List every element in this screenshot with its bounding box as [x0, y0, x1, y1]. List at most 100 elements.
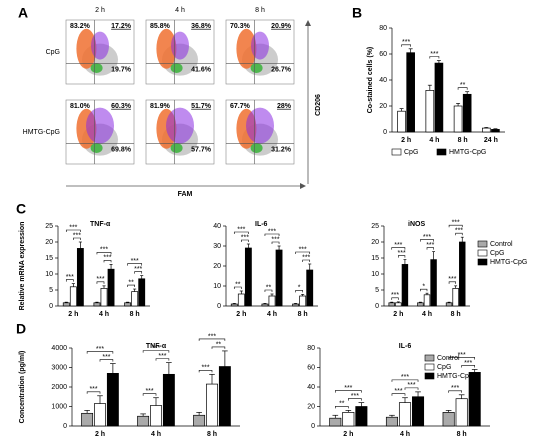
y-tick-label: 40	[379, 77, 387, 84]
bar	[417, 302, 424, 307]
sig-bracket	[211, 346, 226, 349]
scatter-blob	[250, 143, 263, 153]
bar	[93, 302, 101, 307]
bar	[453, 105, 463, 133]
panel-label: B	[352, 5, 362, 21]
sig-bracket	[65, 279, 74, 282]
sig-bracket	[271, 241, 280, 244]
error-bar	[345, 410, 352, 413]
x-tick-label: 4 h	[99, 311, 109, 318]
sig-bracket	[448, 281, 456, 284]
sig-bracket	[457, 87, 468, 90]
sig-label: ***	[448, 276, 456, 283]
percent-label: 70.3%	[230, 23, 251, 30]
sig-bracket	[398, 255, 406, 258]
legend-swatch	[391, 148, 402, 156]
error-bar	[484, 127, 489, 129]
sig-bracket	[142, 393, 157, 396]
sig-label: ***	[464, 360, 472, 367]
error-bar	[460, 236, 464, 242]
sig-bracket	[295, 290, 303, 293]
bar	[299, 295, 307, 307]
sig-label: ***	[451, 385, 459, 392]
sig-bracket	[401, 44, 411, 47]
x-tick-label: 4 h	[422, 311, 432, 318]
sig-bracket	[264, 233, 280, 236]
error-bar	[390, 301, 394, 303]
x-tick-label: 4 h	[400, 431, 410, 438]
sig-label: ***	[237, 226, 245, 233]
sig-label: ***	[458, 352, 466, 359]
scatter-blob	[86, 107, 114, 144]
scatter-blob	[156, 28, 177, 69]
sig-bracket	[142, 350, 170, 353]
sig-label: ***	[73, 232, 81, 239]
y-tick-label: 80	[379, 25, 387, 32]
sig-bracket	[86, 391, 101, 394]
error-bar	[239, 290, 243, 294]
sig-bracket	[335, 390, 362, 393]
sig-bracket	[198, 370, 213, 373]
sig-bracket	[127, 284, 135, 288]
legend-swatch	[436, 148, 447, 156]
bar	[401, 264, 409, 307]
bar	[62, 302, 70, 307]
sig-bracket	[127, 263, 143, 266]
error-bar	[399, 108, 404, 112]
percent-label: 81.9%	[150, 103, 171, 110]
bar	[306, 269, 314, 307]
bar	[137, 415, 150, 427]
error-bar	[389, 414, 395, 418]
percent-label: 81.0%	[70, 103, 91, 110]
bar	[462, 93, 472, 133]
sig-bracket	[103, 260, 112, 263]
sig-bracket	[295, 251, 311, 254]
sig-label: ***	[407, 382, 415, 389]
error-bar	[456, 103, 461, 106]
sig-label: ***	[455, 228, 463, 235]
bar	[275, 249, 283, 307]
error-bar	[425, 292, 429, 295]
bar	[397, 110, 406, 133]
x-tick-label: 8 h	[130, 311, 140, 318]
sig-bracket	[448, 357, 475, 360]
chart-title: TNF-α	[146, 343, 167, 350]
bar	[385, 416, 398, 427]
sig-label: ***	[423, 234, 431, 241]
sig-bracket	[198, 338, 226, 341]
legend-swatch	[477, 240, 488, 248]
sig-label: ***	[96, 346, 104, 353]
sig-bracket	[461, 365, 475, 368]
y-tick-label: 20	[307, 403, 315, 410]
sig-label: ***	[398, 250, 406, 257]
x-tick-label: 2 h	[236, 311, 246, 318]
y-tick-label: 10	[371, 271, 379, 278]
error-bar	[465, 91, 470, 95]
bar	[425, 90, 435, 133]
sig-bracket	[134, 271, 143, 274]
x-tick-label: 4 h	[151, 431, 161, 438]
y-tick-label: 40	[307, 384, 315, 391]
bar	[131, 291, 139, 307]
error-bar	[294, 303, 298, 304]
scatter-blob	[250, 63, 263, 73]
y-tick-label: 0	[383, 129, 387, 136]
bar	[445, 302, 453, 307]
sig-label: ***	[344, 385, 352, 392]
legend-label: CpG	[437, 364, 451, 371]
sig-label: ***	[96, 276, 104, 283]
error-bar	[493, 128, 498, 130]
x-tick-label: 2 h	[393, 311, 403, 318]
error-bar	[140, 275, 144, 279]
sig-label: **	[266, 284, 272, 291]
y-tick-label: 60	[379, 51, 387, 58]
x-tick-label: 2 h	[401, 137, 411, 144]
y-tick-label: 30	[213, 243, 221, 250]
chart-title: IL-6	[255, 221, 268, 228]
error-bar	[432, 251, 436, 260]
sig-bracket	[391, 379, 419, 382]
bar	[100, 288, 108, 307]
sig-bracket	[264, 289, 273, 292]
error-bar	[270, 293, 274, 296]
y-tick-label: 10	[45, 271, 53, 278]
